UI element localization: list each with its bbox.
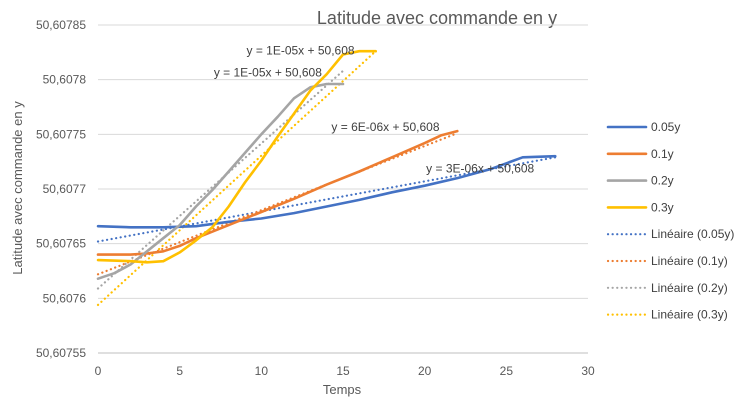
- legend-entry-label: 0.2y: [651, 174, 674, 188]
- chart-title: Latitude avec commande en y: [317, 8, 557, 28]
- x-tick-label: 30: [581, 364, 595, 378]
- trendline-equation: y = 3E-06x + 50,608: [426, 162, 534, 176]
- y-tick-label: 50,6078: [43, 73, 87, 87]
- y-tick-label: 50,60785: [36, 18, 86, 32]
- x-tick-label: 25: [500, 364, 514, 378]
- legend-entry-label: 0.3y: [651, 200, 674, 214]
- x-tick-label: 10: [255, 364, 269, 378]
- x-tick-label: 5: [176, 364, 183, 378]
- trendline-series-7: [96, 50, 377, 306]
- legend-entry-label: 0.1y: [651, 147, 674, 161]
- legend: 0.05y 0.1y 0.2y 0.3y Linéaire (0.05y) Linéair…: [606, 120, 734, 322]
- x-axis-label: Temps: [323, 382, 362, 397]
- x-tick-label: 15: [336, 364, 350, 378]
- y-tick-label: 50,6076: [43, 291, 87, 305]
- data-series-2: [96, 82, 345, 281]
- data-series-3: [96, 49, 378, 264]
- data-series-1: [96, 129, 459, 256]
- legend-entry-label: 0.05y: [651, 120, 680, 134]
- legend-entry-label: Linéaire (0.1y): [651, 254, 728, 268]
- x-tick-label: 20: [418, 364, 432, 378]
- y-axis-label: Latitude avec commande en y: [10, 101, 25, 275]
- y-tick-label: 50,60775: [36, 127, 86, 141]
- legend-entry-label: Linéaire (0.05y): [651, 227, 734, 241]
- trendline-equation: y = 1E-05x + 50,608: [214, 65, 322, 79]
- y-tick-label: 50,6077: [43, 182, 87, 196]
- trendline-equation: y = 1E-05x + 50,608: [246, 44, 354, 58]
- data-series-0: [96, 154, 557, 229]
- legend-entry-label: Linéaire (0.2y): [651, 281, 728, 295]
- y-tick-label: 50,60755: [36, 346, 86, 360]
- trendline-series-6: [96, 69, 345, 290]
- x-tick-label: 0: [95, 364, 102, 378]
- legend-entry-label: Linéaire (0.3y): [651, 308, 728, 322]
- y-tick-label: 50,60765: [36, 237, 86, 251]
- trendline-equation: y = 6E-06x + 50,608: [331, 120, 439, 134]
